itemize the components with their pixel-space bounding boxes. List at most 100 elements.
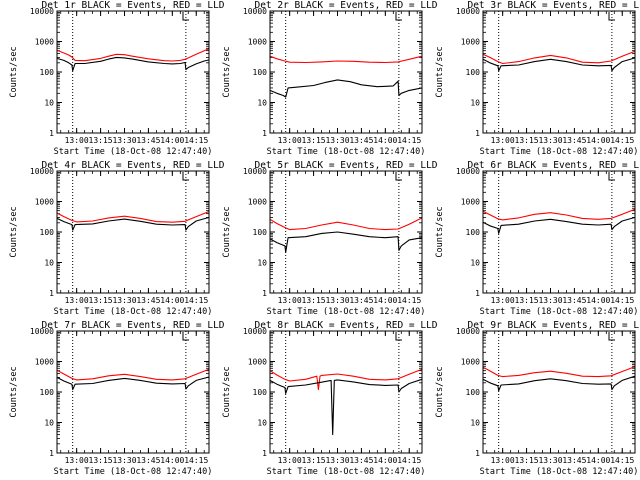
- y-tick-label: 10: [257, 99, 267, 108]
- y-tick-label: 100: [40, 228, 55, 237]
- lld-rate-line: [269, 217, 423, 231]
- x-axis-label: Start Time (18-Oct-08 12:47:40): [54, 307, 213, 317]
- event-rate-line: [269, 231, 423, 253]
- y-tick-label: 1: [262, 449, 267, 458]
- x-tick-label: 14:15: [184, 456, 208, 465]
- panel-title: Det 1r BLACK = Events, RED = LLD: [41, 0, 224, 11]
- y-axis-label: Counts/sec: [9, 46, 19, 97]
- legend-box-mark: [395, 172, 402, 181]
- y-tick-label: 1000: [461, 358, 480, 367]
- x-tick-label: 13:15: [302, 136, 326, 145]
- lld-rate-line: [482, 50, 636, 65]
- y-tick-label: 1000: [248, 38, 267, 47]
- y-tick-label: 1: [49, 129, 54, 138]
- y-tick-label: 10000: [456, 167, 480, 176]
- legend-box-mark: [182, 332, 189, 341]
- panel-title: Det 3r BLACK = Events, RED = LLD: [467, 0, 640, 11]
- x-tick-label: 13:45: [136, 456, 160, 465]
- lld-rate-line: [56, 368, 210, 381]
- x-tick-label: 13:00: [65, 136, 89, 145]
- y-tick-label: 1: [49, 449, 54, 458]
- x-tick-label: 13:15: [89, 296, 113, 305]
- y-tick-label: 1000: [461, 38, 480, 47]
- y-tick-label: 1: [475, 449, 480, 458]
- x-tick-label: 13:45: [349, 296, 373, 305]
- x-tick-label: 13:45: [136, 296, 160, 305]
- plot-frame: [269, 330, 423, 454]
- x-tick-label: 14:00: [586, 456, 610, 465]
- y-tick-label: 100: [466, 388, 481, 397]
- x-tick-label: 13:00: [491, 296, 515, 305]
- y-tick-label: 1000: [35, 38, 54, 47]
- event-rate-line: [482, 216, 636, 234]
- y-tick-label: 10000: [456, 327, 480, 336]
- y-tick-label: 1: [49, 289, 54, 298]
- x-axis-label: Start Time (18-Oct-08 12:47:40): [267, 307, 426, 317]
- panel-title: Det 9r BLACK = Events, RED = LLD: [467, 320, 640, 331]
- x-tick-label: 13:45: [349, 136, 373, 145]
- x-axis-label: Start Time (18-Oct-08 12:47:40): [480, 307, 639, 317]
- y-tick-label: 10000: [243, 327, 267, 336]
- x-tick-label: 14:00: [160, 296, 184, 305]
- x-tick-label: 13:15: [515, 136, 539, 145]
- x-tick-label: 13:00: [491, 136, 515, 145]
- y-tick-label: 100: [40, 388, 55, 397]
- x-tick-label: 14:15: [610, 456, 634, 465]
- plot-frame: [482, 330, 636, 454]
- x-tick-label: 13:15: [89, 456, 113, 465]
- x-tick-label: 14:15: [610, 296, 634, 305]
- x-tick-label: 14:15: [184, 136, 208, 145]
- event-rate-line: [56, 376, 210, 391]
- y-axis-label: Counts/sec: [222, 206, 232, 257]
- y-tick-label: 10: [44, 259, 54, 268]
- plot-frame: [56, 170, 210, 294]
- legend-box-mark: [608, 332, 615, 341]
- y-axis-label: Counts/sec: [9, 366, 19, 417]
- x-tick-label: 13:00: [65, 296, 89, 305]
- panel-title: Det 6r BLACK = Events, RED = LLD: [467, 160, 640, 171]
- x-tick-label: 13:00: [278, 136, 302, 145]
- x-tick-label: 13:30: [112, 296, 136, 305]
- event-rate-line: [56, 56, 210, 72]
- legend-box-mark: [182, 172, 189, 181]
- y-tick-label: 10000: [456, 7, 480, 16]
- x-tick-label: 13:30: [538, 136, 562, 145]
- plot-frame: [482, 10, 636, 134]
- legend-box-mark: [395, 12, 402, 21]
- x-tick-label: 14:15: [397, 296, 421, 305]
- panel-det-7: Det 7r BLACK = Events, RED = LLD Counts/s…: [9, 320, 225, 477]
- legend-box-mark: [608, 12, 615, 21]
- x-axis-label: Start Time (18-Oct-08 12:47:40): [54, 147, 213, 157]
- panel-det-3: Det 3r BLACK = Events, RED = LLD Counts/s…: [435, 0, 640, 157]
- panel-title: Det 2r BLACK = Events, RED = LLD: [254, 0, 437, 11]
- x-tick-label: 14:00: [373, 136, 397, 145]
- y-tick-label: 1: [262, 129, 267, 138]
- lld-rate-line: [482, 208, 636, 221]
- x-tick-label: 13:15: [302, 456, 326, 465]
- x-tick-label: 13:15: [515, 456, 539, 465]
- x-tick-label: 13:30: [538, 296, 562, 305]
- y-tick-label: 100: [40, 68, 55, 77]
- x-tick-label: 14:00: [160, 136, 184, 145]
- y-tick-label: 1: [475, 129, 480, 138]
- panel-title: Det 8r BLACK = Events, RED = LLD: [254, 320, 437, 331]
- x-tick-label: 14:00: [373, 296, 397, 305]
- panel-det-8: Det 8r BLACK = Events, RED = LLD Counts/s…: [222, 320, 438, 477]
- y-tick-label: 10: [470, 259, 480, 268]
- y-tick-label: 100: [253, 228, 268, 237]
- x-tick-label: 14:15: [610, 136, 634, 145]
- lld-rate-line: [56, 48, 210, 62]
- x-tick-label: 13:30: [325, 456, 349, 465]
- y-tick-label: 1000: [248, 198, 267, 207]
- y-tick-label: 10000: [243, 7, 267, 16]
- lld-rate-line: [56, 210, 210, 223]
- y-tick-label: 10: [257, 419, 267, 428]
- lld-rate-line: [482, 366, 636, 378]
- x-tick-label: 14:00: [586, 136, 610, 145]
- y-tick-label: 100: [253, 388, 268, 397]
- y-tick-label: 1000: [35, 358, 54, 367]
- x-tick-label: 13:15: [302, 296, 326, 305]
- y-tick-label: 10: [470, 419, 480, 428]
- y-axis-label: Counts/sec: [222, 366, 232, 417]
